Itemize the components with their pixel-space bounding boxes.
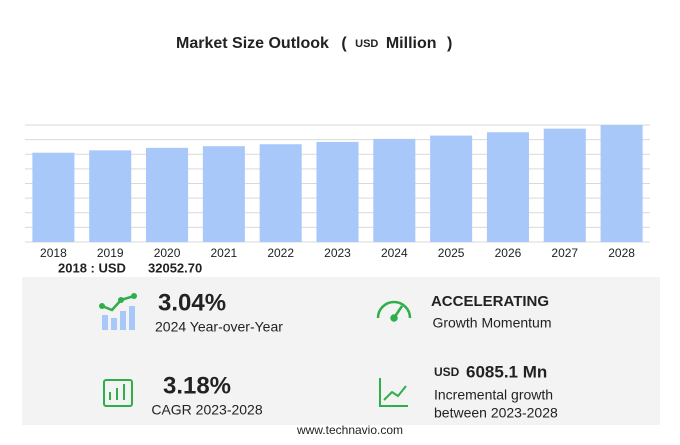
stat-label: between 2023-2028 xyxy=(434,405,558,421)
stat-value: 3.04% xyxy=(158,289,226,316)
x-tick-label: 2026 xyxy=(495,246,522,260)
bar xyxy=(373,138,416,242)
bar xyxy=(543,128,586,242)
unit-scale: Million xyxy=(386,35,437,52)
bar xyxy=(259,144,302,242)
stat-label: Growth Momentum xyxy=(432,315,551,331)
x-tick-label: 2021 xyxy=(211,246,238,260)
x-tick-label: 2023 xyxy=(324,246,351,260)
incremental-icon xyxy=(379,378,408,407)
bar xyxy=(316,141,359,242)
unit-close: ) xyxy=(447,35,452,52)
x-tick-label: 2022 xyxy=(267,246,294,260)
stat-value: ACCELERATING xyxy=(431,293,549,310)
chart-title: Market Size Outlook ( USD Million ) xyxy=(176,35,452,52)
stat-value: 6085.1 Mn xyxy=(466,362,547,381)
stat-label: 2024 Year-over-Year xyxy=(155,319,283,335)
x-tick-label: 2019 xyxy=(97,246,124,260)
bar xyxy=(202,146,245,242)
title: Market Size Outlook xyxy=(176,35,329,52)
x-tick-label: 2027 xyxy=(551,246,578,260)
stat-prefix: USD xyxy=(434,365,460,379)
x-tick-label: 2028 xyxy=(608,246,635,260)
stat-label: CAGR 2023-2028 xyxy=(151,402,263,418)
bar xyxy=(32,152,75,242)
bar xyxy=(486,132,529,242)
unit-open: ( xyxy=(341,35,347,52)
bar xyxy=(430,135,473,242)
footer: www.technavio.com xyxy=(296,423,403,437)
base-year-label: 2018 : USD xyxy=(58,260,126,275)
bar xyxy=(146,147,189,242)
gauge-icon xyxy=(376,300,412,322)
bar xyxy=(89,150,132,242)
x-tick-label: 2025 xyxy=(438,246,465,260)
bar-growth-icon xyxy=(99,293,137,330)
cagr-icon xyxy=(103,379,133,407)
base-value: 32052.70 xyxy=(148,260,202,275)
unit-currency: USD xyxy=(355,38,378,50)
x-tick-label: 2024 xyxy=(381,246,408,260)
x-tick-label: 2020 xyxy=(154,246,181,260)
stat-value: 3.18% xyxy=(163,372,231,399)
x-tick-label: 2018 xyxy=(40,246,67,260)
summary-panel xyxy=(22,277,660,425)
bar xyxy=(600,124,643,242)
stat-label: Incremental growth xyxy=(434,387,553,403)
